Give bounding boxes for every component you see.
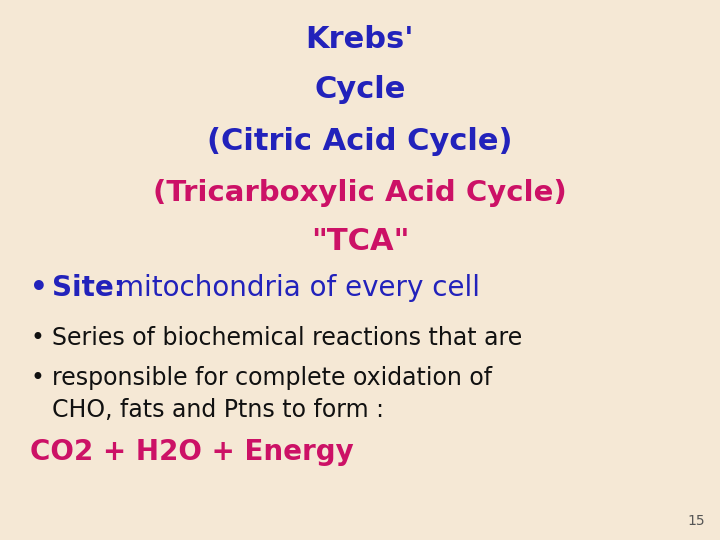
Text: Series of biochemical reactions that are: Series of biochemical reactions that are <box>52 326 522 350</box>
Text: •: • <box>30 274 48 302</box>
Text: CHO, fats and Ptns to form :: CHO, fats and Ptns to form : <box>52 398 384 422</box>
Text: mitochondria of every cell: mitochondria of every cell <box>108 274 480 302</box>
Text: "TCA": "TCA" <box>311 227 409 256</box>
Text: (Tricarboxylic Acid Cycle): (Tricarboxylic Acid Cycle) <box>153 179 567 207</box>
Text: responsible for complete oxidation of: responsible for complete oxidation of <box>52 366 492 390</box>
Text: Site:: Site: <box>52 274 125 302</box>
Text: (Citric Acid Cycle): (Citric Acid Cycle) <box>207 127 513 157</box>
Text: •: • <box>30 366 44 390</box>
Text: Cycle: Cycle <box>315 76 405 105</box>
Text: CO2 + H2O + Energy: CO2 + H2O + Energy <box>30 438 354 466</box>
Text: •: • <box>30 326 44 350</box>
Text: Krebs': Krebs' <box>306 25 414 55</box>
Text: 15: 15 <box>688 514 705 528</box>
